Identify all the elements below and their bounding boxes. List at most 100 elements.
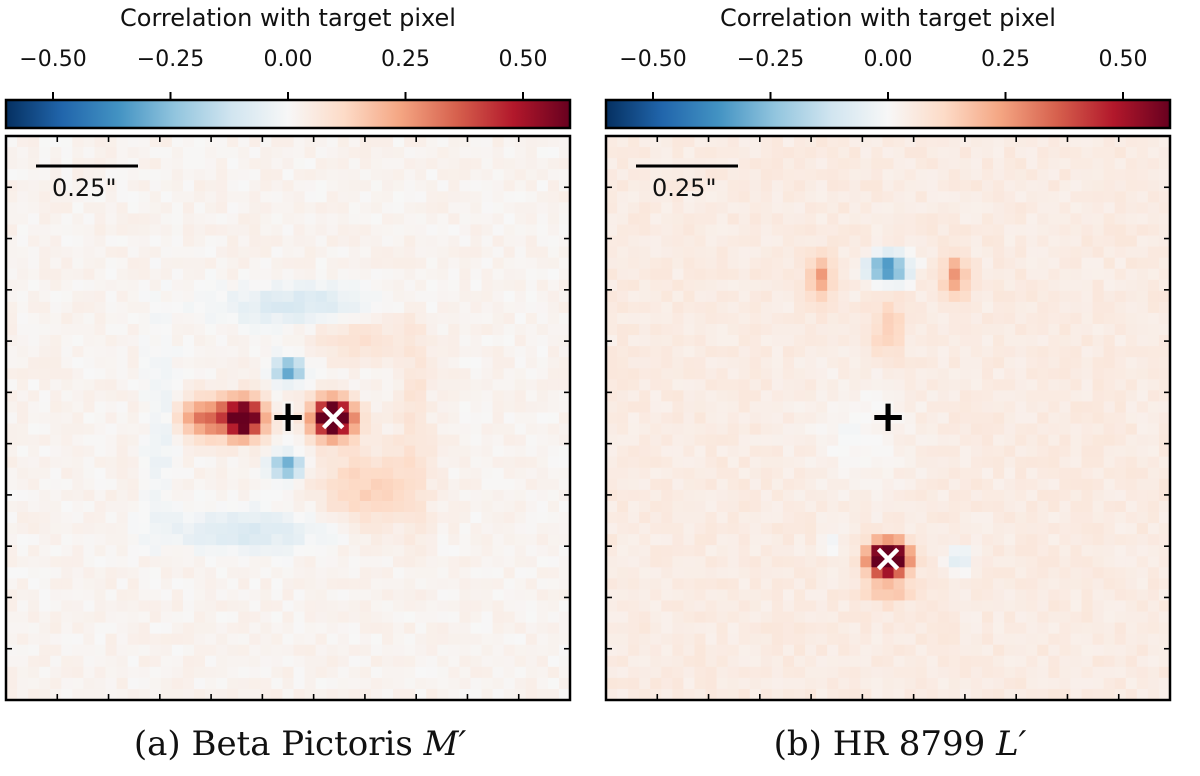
heatmap-b-cell <box>926 434 939 447</box>
heatmap-b-cell <box>882 246 895 259</box>
heatmap-a-cell <box>83 545 96 557</box>
heatmap-b-cell <box>617 213 629 226</box>
heatmap-b-cell <box>816 423 828 436</box>
heatmap-b-cell <box>982 368 994 380</box>
heatmap-b-cell <box>1125 368 1138 380</box>
heatmap-a-cell <box>337 346 350 358</box>
heatmap-a-cell <box>448 324 461 336</box>
heatmap-a-cell <box>216 357 228 369</box>
heatmap-b-cell <box>705 589 718 602</box>
heatmap-b-cell <box>771 147 784 159</box>
heatmap-a-cell <box>404 158 416 170</box>
heatmap-a-cell <box>282 224 295 237</box>
heatmap-a-cell <box>470 622 483 635</box>
heatmap-b-cell <box>959 379 972 391</box>
heatmap-a-cell <box>105 346 118 358</box>
heatmap-a-cell <box>28 622 40 635</box>
heatmap-b-cell <box>738 467 751 480</box>
heatmap-a-cell <box>326 180 339 192</box>
heatmap-b-cell <box>1026 257 1038 270</box>
heatmap-b-cell <box>1125 224 1138 237</box>
heatmap-b-cell <box>617 257 629 270</box>
heatmap-b-cell <box>650 312 662 325</box>
heatmap-b-cell <box>904 335 917 347</box>
heatmap-b-cell <box>926 456 939 469</box>
heatmap-b-cell <box>904 290 917 303</box>
heatmap-b-cell <box>982 622 994 635</box>
heatmap-a-cell <box>326 158 339 170</box>
heatmap-a-cell <box>481 578 494 591</box>
heatmap-a-cell <box>547 246 560 259</box>
heatmap-b-cell <box>650 147 662 159</box>
heatmap-b-cell <box>1026 357 1038 369</box>
heatmap-b-cell <box>838 357 850 369</box>
heatmap-b-cell <box>904 512 917 524</box>
heatmap-a-cell <box>28 567 40 579</box>
heatmap-a-cell <box>160 489 173 502</box>
heatmap-b-cell <box>882 478 895 491</box>
heatmap-b-cell <box>1004 268 1016 281</box>
heatmap-b-cell <box>1059 556 1072 568</box>
heatmap-a-cell <box>304 633 317 646</box>
heatmap-a-cell <box>470 202 483 215</box>
heatmap-a-cell <box>28 235 40 248</box>
heatmap-b-cell <box>1037 169 1049 181</box>
heatmap-b-cell <box>970 478 983 491</box>
heatmap-a-cell <box>536 169 549 181</box>
heatmap-a-cell <box>348 467 361 480</box>
heatmap-b-cell <box>1081 357 1094 369</box>
heatmap-a-cell <box>194 534 206 546</box>
heatmap-b-cell <box>1004 213 1016 226</box>
heatmap-a-cell <box>415 401 427 414</box>
heatmap-b-cell <box>738 489 751 502</box>
heatmap-a-cell <box>337 235 350 248</box>
heatmap-a-cell <box>216 688 228 701</box>
heatmap-b-cell <box>760 268 773 281</box>
heatmap-b-cell <box>993 279 1005 292</box>
heatmap-a-cell <box>514 246 527 259</box>
heatmap-a-cell <box>94 379 107 391</box>
heatmap-b-cell <box>606 180 618 192</box>
heatmap-b-cell <box>1114 224 1127 237</box>
heatmap-a-cell <box>393 456 405 469</box>
heatmap-a-cell <box>481 401 494 414</box>
heatmap-a-cell <box>6 556 18 568</box>
heatmap-b-cell <box>794 611 806 624</box>
heatmap-a-cell <box>39 290 51 303</box>
heatmap-a-cell <box>249 191 261 203</box>
heatmap-a-cell <box>6 246 18 259</box>
heatmap-a-cell <box>238 379 250 391</box>
heatmap-b-cell <box>948 136 961 148</box>
heatmap-b-cell <box>970 456 983 469</box>
heatmap-a-cell <box>6 589 18 602</box>
heatmap-a-cell <box>459 224 472 237</box>
heatmap-a-cell <box>337 191 350 203</box>
heatmap-a-cell <box>404 633 416 646</box>
heatmap-a-cell <box>72 512 85 524</box>
heatmap-b-cell <box>1015 169 1027 181</box>
heatmap-a-cell <box>194 578 206 591</box>
heatmap-a-cell <box>83 191 96 203</box>
heatmap-b-cell <box>871 312 884 325</box>
heatmap-b-cell <box>805 335 817 347</box>
heatmap-a-cell <box>426 224 438 237</box>
heatmap-a-cell <box>304 611 317 624</box>
heatmap-a-cell <box>227 213 239 226</box>
heatmap-a-cell <box>28 379 40 391</box>
heatmap-a-cell <box>28 556 40 568</box>
heatmap-a-cell <box>94 335 107 347</box>
heatmap-a-cell <box>271 147 284 159</box>
heatmap-a-cell <box>426 489 438 502</box>
heatmap-b-cell <box>1114 268 1127 281</box>
heatmap-a-cell <box>105 666 118 679</box>
heatmap-b-cell <box>871 600 884 613</box>
heatmap-a-cell <box>83 655 96 668</box>
heatmap-b-cell <box>1114 622 1127 635</box>
heatmap-b-cell <box>749 357 762 369</box>
heatmap-a-cell <box>393 688 405 701</box>
heatmap-b-cell <box>1114 611 1127 624</box>
heatmap-b-cell <box>970 324 983 336</box>
heatmap-b-cell <box>628 622 640 635</box>
heatmap-b-cell <box>1004 147 1016 159</box>
heatmap-a-cell <box>304 268 317 281</box>
